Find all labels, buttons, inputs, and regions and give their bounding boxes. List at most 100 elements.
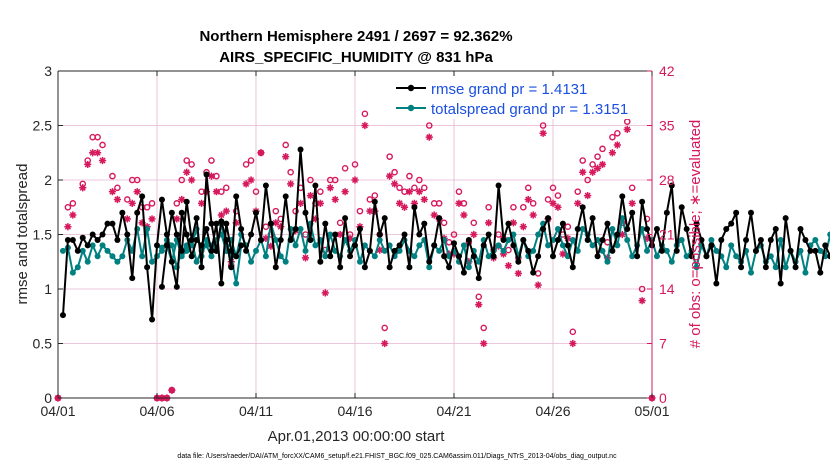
obs-evaluated-marker (524, 195, 532, 204)
obs-possible-marker (520, 203, 527, 211)
obs-evaluated-marker (593, 164, 602, 172)
rmse-data-point (337, 264, 344, 271)
obs-possible-marker (589, 161, 596, 168)
rmse-data-point (604, 220, 611, 227)
obs-evaluated-marker (608, 149, 616, 157)
spread-data-point (545, 242, 552, 249)
rmse-data-point (480, 242, 487, 249)
rmse-data-point (470, 253, 477, 260)
rmse-data-point (238, 226, 245, 233)
obs-evaluated-marker (579, 168, 587, 176)
rmse-data-point (728, 220, 735, 227)
obs-evaluated-marker (539, 129, 547, 137)
spread-data-point (782, 264, 789, 271)
obs-possible-marker (282, 141, 290, 149)
rmse-data-point (703, 253, 710, 260)
obs-evaluated-marker (499, 250, 508, 258)
rmse-data-point (114, 236, 121, 243)
rmse-data-point (782, 215, 789, 222)
y-right-tick-label: 21 (659, 227, 675, 243)
rmse-data-point (312, 182, 319, 189)
rmse-data-point (248, 231, 255, 238)
rmse-data-point (748, 209, 754, 216)
rmse-data-point (817, 269, 824, 276)
rmse-data-point (673, 247, 680, 254)
obs-possible-marker (480, 324, 488, 332)
rmse-data-point (356, 226, 363, 233)
rmse-data-point (619, 193, 626, 200)
obs-evaluated-marker (554, 203, 562, 211)
rmse-data-point (193, 215, 200, 222)
rmse-data-point (436, 215, 443, 222)
obs-possible-marker (510, 203, 517, 211)
obs-possible-marker (549, 184, 557, 192)
spread-data-point (119, 253, 126, 260)
obs-evaluated-marker (415, 188, 423, 196)
spread-data-point (109, 253, 116, 260)
obs-possible-marker (470, 219, 478, 227)
y-right-tick-label: 35 (659, 118, 675, 134)
spread-data-point (817, 247, 824, 254)
rmse-data-point (292, 226, 299, 233)
obs-possible-marker (109, 172, 116, 180)
rmse-data-point (554, 236, 561, 243)
obs-possible-marker (475, 293, 483, 301)
spread-data-point (411, 253, 418, 260)
obs-possible-marker (435, 200, 443, 207)
spread-data-point (723, 264, 730, 271)
obs-possible-marker (440, 219, 448, 227)
rmse-data-point (163, 242, 170, 249)
spread-data-point (733, 253, 740, 260)
rmse-data-point (599, 236, 606, 243)
y-left-tick-label: 3 (44, 63, 52, 79)
spread-data-point (144, 226, 151, 233)
rmse-data-point (574, 226, 581, 233)
obs-evaluated-marker (94, 149, 102, 157)
obs-evaluated-marker (584, 191, 592, 200)
spread-data-point (302, 247, 309, 254)
rmse-data-point (510, 242, 517, 249)
obs-evaluated-marker (257, 149, 265, 157)
spread-data-point (579, 226, 586, 233)
obs-evaluated-marker (564, 234, 572, 242)
obs-possible-marker (242, 161, 250, 168)
spread-data-point (178, 253, 185, 260)
rmse-data-point (297, 146, 304, 153)
rmse-data-point (69, 236, 76, 243)
spread-data-point (777, 236, 784, 243)
rmse-data-point (698, 236, 705, 243)
obs-possible-marker (208, 157, 215, 164)
rmse-data-point (772, 226, 779, 233)
obs-evaluated-marker (470, 230, 478, 239)
rmse-data-point (624, 226, 631, 233)
obs-evaluated-marker (361, 121, 369, 130)
rmse-data-point (223, 220, 230, 227)
y-axis-left-label: rmse and totalspread (14, 164, 31, 305)
rmse-data-point (99, 231, 106, 238)
rmse-data-point (238, 242, 245, 249)
obs-evaluated-marker (316, 199, 324, 207)
rmse-data-point (79, 234, 86, 241)
legend: rmse grand pr = 1.4131 totalspread grand… (390, 76, 646, 119)
rmse-data-point (178, 247, 185, 254)
rmse-data-point (723, 226, 730, 233)
rmse-data-point (144, 264, 151, 271)
rmse-data-point (713, 280, 720, 287)
rmse-data-point (559, 220, 566, 227)
obs-evaluated-marker (108, 188, 117, 196)
chart-subtitle: AIRS_SPECIFIC_HUMIDITY @ 831 hPa (219, 49, 493, 66)
rmse-data-point (535, 253, 542, 260)
spread-data-point (282, 258, 289, 265)
chart-title: Northern Hemisphere 2491 / 2697 = 92.362… (199, 28, 512, 45)
rmse-data-point (74, 247, 81, 254)
obs-possible-marker (569, 328, 577, 336)
obs-possible-marker (425, 122, 433, 129)
obs-evaluated-marker (613, 141, 621, 149)
obs-evaluated-marker (574, 199, 582, 207)
rmse-data-point (149, 316, 156, 323)
spread-data-point (728, 242, 735, 249)
rmse-data-point (812, 247, 819, 254)
rmse-data-point (183, 231, 190, 238)
obs-possible-marker (406, 172, 413, 180)
obs-evaluated-marker (178, 195, 186, 204)
